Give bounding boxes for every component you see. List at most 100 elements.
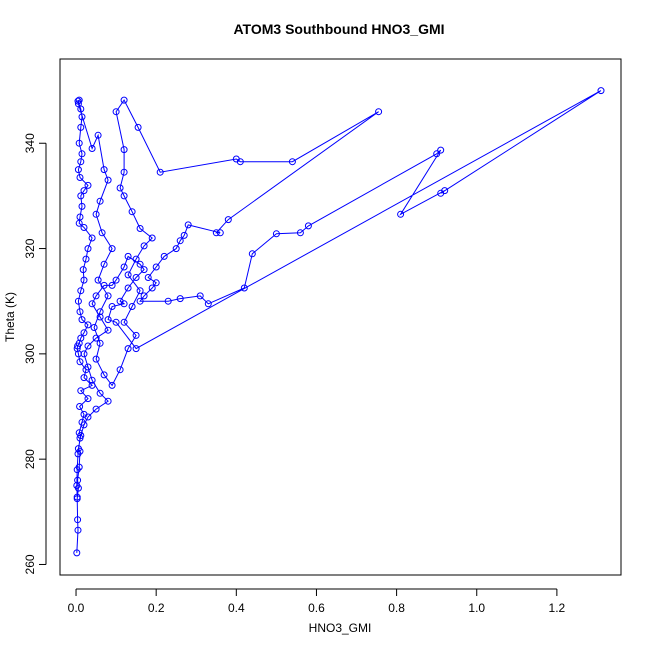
data-point xyxy=(84,413,92,421)
data-point xyxy=(204,300,212,308)
data-point xyxy=(104,326,112,334)
data-point xyxy=(104,292,112,300)
data-point xyxy=(74,297,82,305)
data-point xyxy=(78,150,86,158)
data-point xyxy=(120,96,128,104)
data-point xyxy=(80,421,88,429)
data-point xyxy=(78,316,86,324)
data-point xyxy=(96,197,104,205)
data-point xyxy=(152,279,160,287)
data-point xyxy=(433,150,441,158)
y-axis: 260 280 300 320 340 xyxy=(23,133,47,574)
data-point xyxy=(92,292,100,300)
data-point xyxy=(160,252,168,260)
data-point xyxy=(180,231,188,239)
data-point xyxy=(92,210,100,218)
series-line xyxy=(76,90,602,553)
plot-frame xyxy=(59,58,622,576)
x-tick-label: 1.0 xyxy=(468,601,485,615)
data-point xyxy=(108,281,116,289)
data-point xyxy=(100,281,108,289)
data-point xyxy=(84,363,92,371)
data-point xyxy=(73,493,81,501)
data-point xyxy=(136,297,144,305)
y-tick-label: 320 xyxy=(23,238,37,258)
data-point xyxy=(120,168,128,176)
data-point xyxy=(216,229,224,237)
data-point xyxy=(79,266,87,274)
data-point xyxy=(74,450,82,458)
data-point xyxy=(128,208,136,216)
data-point xyxy=(84,321,92,329)
x-tick-label: 0.6 xyxy=(308,601,325,615)
data-point xyxy=(84,245,92,253)
data-point xyxy=(136,225,144,232)
data-point xyxy=(74,166,82,174)
data-point xyxy=(140,242,148,250)
data-point xyxy=(132,255,140,263)
data-point xyxy=(124,271,132,279)
data-point xyxy=(240,284,248,292)
data-point xyxy=(112,276,120,284)
data-point xyxy=(94,276,102,284)
data-point xyxy=(132,331,140,339)
data-point xyxy=(140,292,148,300)
data-point xyxy=(77,123,85,131)
data-point xyxy=(116,297,124,305)
data-point xyxy=(437,189,445,197)
data-point xyxy=(88,300,96,308)
data-point xyxy=(100,260,108,268)
data-point xyxy=(140,266,148,274)
data-point xyxy=(124,284,132,292)
data-point xyxy=(76,403,84,410)
data-point xyxy=(164,297,172,305)
data-point xyxy=(74,526,82,534)
data-point xyxy=(75,139,83,147)
data-point xyxy=(76,358,84,366)
x-axis: 0.0 0.2 0.4 0.6 0.8 1.0 1.2 xyxy=(68,588,566,615)
data-point xyxy=(73,466,81,474)
data-point xyxy=(74,445,82,453)
data-point xyxy=(73,482,81,489)
data-point xyxy=(248,250,256,258)
series-path xyxy=(76,90,602,553)
data-point xyxy=(76,213,84,221)
data-point xyxy=(104,316,112,324)
data-point xyxy=(84,181,92,189)
data-point xyxy=(80,374,88,382)
data-point xyxy=(96,389,104,397)
data-point xyxy=(132,274,140,281)
data-point xyxy=(75,96,83,104)
data-point xyxy=(77,334,85,342)
data-point xyxy=(176,237,184,245)
data-point xyxy=(128,303,136,310)
data-point xyxy=(104,176,112,184)
data-point xyxy=(437,146,445,154)
data-point xyxy=(108,245,116,253)
data-point xyxy=(96,313,104,321)
data-point xyxy=(124,345,132,353)
data-point xyxy=(74,97,82,105)
y-axis-label: Theta (K) xyxy=(3,292,17,342)
data-point xyxy=(78,202,86,210)
data-point xyxy=(104,397,112,405)
data-point xyxy=(88,145,96,152)
data-point xyxy=(100,166,108,174)
data-point xyxy=(212,229,220,237)
data-point xyxy=(184,221,192,229)
data-point xyxy=(80,187,88,195)
data-point xyxy=(132,345,140,353)
series-markers xyxy=(73,87,605,557)
data-point xyxy=(76,434,84,442)
x-tick-label: 0.4 xyxy=(228,601,245,615)
data-point xyxy=(84,342,92,350)
data-point xyxy=(80,224,88,231)
data-point xyxy=(98,229,106,237)
data-point xyxy=(148,234,156,242)
data-point xyxy=(272,230,280,238)
data-point xyxy=(152,263,160,271)
data-point xyxy=(134,123,142,131)
y-tick-label: 280 xyxy=(23,449,37,469)
data-point xyxy=(288,158,296,166)
data-point xyxy=(100,371,108,379)
